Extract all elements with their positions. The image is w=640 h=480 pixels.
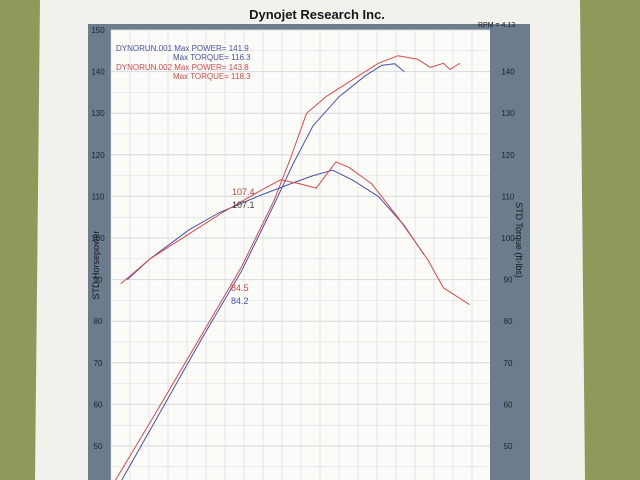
y2-tick-label: 110 — [502, 192, 515, 201]
annotation-torque-red: 107.4 — [232, 187, 255, 197]
annotation-power-red: 84.5 — [231, 283, 249, 293]
y2-tick-label: 120 — [501, 151, 515, 160]
right-axis-ticks: 140 130 120 110 100 90 80 70 60 50 — [501, 68, 515, 451]
right-axis-band — [488, 28, 530, 480]
series-line-1 — [121, 63, 405, 480]
left-axis-ticks: 150 140 130 120 110 100 90 80 70 60 50 — [91, 26, 105, 451]
y2-tick-label: 140 — [501, 68, 515, 77]
y2-tick-label: 90 — [504, 276, 513, 285]
y-tick-label: 110 — [92, 192, 105, 201]
y2-tick-label: 100 — [501, 234, 515, 243]
legend: DYNORUN.001 Max POWER= 141.9 Max TORQUE=… — [116, 44, 251, 81]
y2-tick-label: 50 — [504, 442, 513, 451]
y-tick-label: 80 — [94, 317, 103, 326]
series-layer — [114, 55, 470, 480]
plot-area — [111, 30, 490, 480]
y-tick-label: 90 — [94, 276, 103, 285]
top-axis-band — [88, 24, 530, 30]
y-tick-label: 130 — [91, 109, 105, 118]
y2-tick-label: 130 — [501, 109, 515, 118]
y-tick-label: 140 — [91, 68, 105, 77]
y2-tick-label: 80 — [504, 317, 513, 326]
legend-run2-power: DYNORUN.002 Max POWER= 143.8 — [116, 63, 249, 72]
y-tick-label: 70 — [94, 359, 103, 368]
series-line-3 — [126, 169, 425, 280]
y2-axis-label: STD Torque (ft-lbs) — [514, 202, 524, 278]
series-line-4 — [120, 161, 470, 306]
annotation-power-blue: 84.2 — [231, 296, 249, 306]
y2-tick-label: 70 — [504, 359, 513, 368]
chart-title: Dynojet Research Inc. — [249, 7, 385, 22]
y-axis-label: STD Horsepower — [91, 230, 101, 299]
annotation-torque-blue: 107.1 — [232, 200, 255, 210]
legend-run2-torque: Max TORQUE= 118.3 — [173, 72, 251, 81]
y-tick-label: 100 — [91, 234, 105, 243]
y-tick-label: 150 — [91, 26, 105, 35]
legend-run1-power: DYNORUN.001 Max POWER= 141.9 — [116, 44, 249, 53]
series-line-2 — [114, 55, 461, 480]
y-tick-label: 120 — [91, 151, 105, 160]
y-tick-label: 50 — [94, 442, 103, 451]
rpm-label: RPM = 4.13 — [478, 22, 515, 29]
y-tick-label: 60 — [94, 400, 103, 409]
y2-tick-label: 60 — [504, 400, 513, 409]
legend-run1-torque: Max TORQUE= 116.3 — [173, 53, 251, 62]
